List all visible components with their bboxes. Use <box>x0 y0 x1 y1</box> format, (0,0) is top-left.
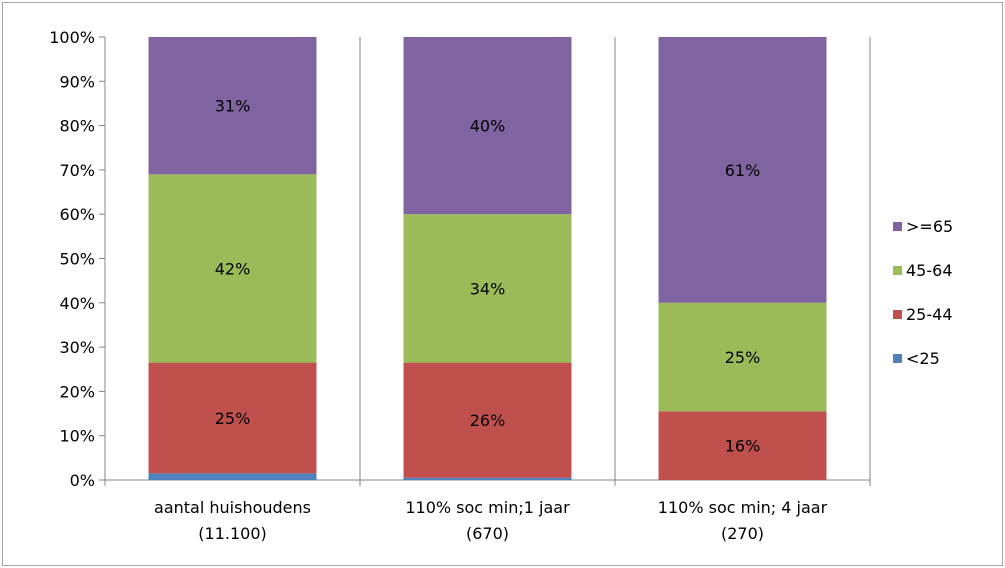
bar-segment <box>403 362 572 478</box>
legend-label: >=65 <box>906 217 953 236</box>
data-label: 34% <box>470 279 506 298</box>
data-label: 16% <box>725 437 761 456</box>
y-tick-label: 100% <box>49 28 95 47</box>
legend-label: <25 <box>906 349 940 368</box>
bar-segment <box>148 362 317 474</box>
bar-segment <box>658 302 827 412</box>
y-tick-label: 60% <box>59 205 95 224</box>
data-label: 25% <box>725 348 761 367</box>
y-tick-label: 80% <box>59 117 95 136</box>
legend-swatch <box>893 266 902 275</box>
category-label: (270) <box>721 524 764 543</box>
category-label: 110% soc min; 4 jaar <box>658 498 828 517</box>
category-label: (670) <box>466 524 509 543</box>
bar-segment <box>658 411 827 480</box>
data-label: 26% <box>470 411 506 430</box>
category-label: 110% soc min;1 jaar <box>405 498 570 517</box>
bar-segment <box>658 37 827 303</box>
bar-segment <box>148 37 317 175</box>
y-tick-label: 90% <box>59 72 95 91</box>
category-label: aantal huishoudens <box>154 498 311 517</box>
legend-swatch <box>893 310 902 319</box>
bar-segment <box>403 477 572 480</box>
legend-swatch <box>893 222 902 231</box>
y-tick-label: 0% <box>70 471 95 490</box>
y-tick-label: 70% <box>59 161 95 180</box>
data-label: 25% <box>215 409 251 428</box>
data-label: 31% <box>215 97 251 116</box>
legend-swatch <box>893 354 902 363</box>
y-tick-label: 50% <box>59 250 95 269</box>
category-label: (11.100) <box>198 524 266 543</box>
data-label: 42% <box>215 259 251 278</box>
bar-segment <box>148 174 317 363</box>
bar-segment <box>403 37 572 215</box>
data-label: 40% <box>470 117 506 136</box>
y-tick-label: 30% <box>59 338 95 357</box>
bar-segment <box>148 473 317 480</box>
y-tick-label: 20% <box>59 382 95 401</box>
data-label: 61% <box>725 161 761 180</box>
legend-label: 25-44 <box>906 305 953 324</box>
y-tick-label: 10% <box>59 427 95 446</box>
legend-label: 45-64 <box>906 261 953 280</box>
bar-segment <box>403 214 572 363</box>
y-tick-label: 40% <box>59 294 95 313</box>
